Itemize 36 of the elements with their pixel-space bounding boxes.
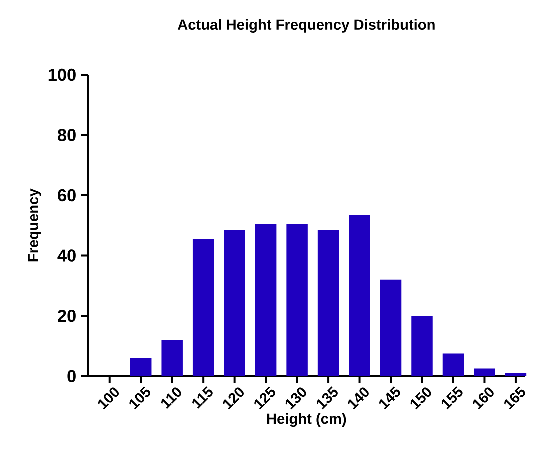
x-tick-label: 120 xyxy=(223,388,244,410)
x-tick-label: 140 xyxy=(348,388,369,410)
x-tick-label: 130 xyxy=(286,388,306,410)
bar xyxy=(286,224,308,376)
x-tick-label: 105 xyxy=(130,386,151,410)
bar xyxy=(192,239,214,376)
x-tick-label: 145 xyxy=(379,386,400,410)
bar xyxy=(255,224,277,376)
x-tick-label: 135 xyxy=(317,386,338,410)
y-tick-label: 20 xyxy=(58,310,76,322)
x-tick-label: 115 xyxy=(192,386,213,409)
x-tick-label: 155 xyxy=(442,386,463,410)
x-tick-label: 150 xyxy=(410,388,432,410)
x-tick-label: 165 xyxy=(504,386,526,410)
bar xyxy=(224,230,246,376)
y-axis-title: Frequency xyxy=(28,188,42,262)
bar xyxy=(412,316,433,376)
x-tick-label: 100 xyxy=(98,388,120,410)
bar xyxy=(442,354,464,376)
y-tick-label: 40 xyxy=(58,250,76,262)
x-tick-label: 110 xyxy=(161,388,182,410)
bar xyxy=(505,373,527,376)
y-tick-label: 100 xyxy=(48,68,76,82)
bar xyxy=(318,230,340,376)
bar xyxy=(349,215,370,376)
bar xyxy=(380,280,402,376)
bar xyxy=(130,358,152,376)
x-axis-title: Height (cm) xyxy=(267,413,346,428)
x-tick-label: 125 xyxy=(254,386,276,410)
y-tick-label: 80 xyxy=(58,129,76,142)
y-tick-label: 60 xyxy=(58,189,76,202)
bar xyxy=(162,340,183,376)
x-tick-label: 160 xyxy=(473,388,494,410)
chart-title: Actual Height Frequency Distribution xyxy=(178,19,435,34)
y-tick-label: 0 xyxy=(68,370,76,382)
bar xyxy=(474,368,496,376)
